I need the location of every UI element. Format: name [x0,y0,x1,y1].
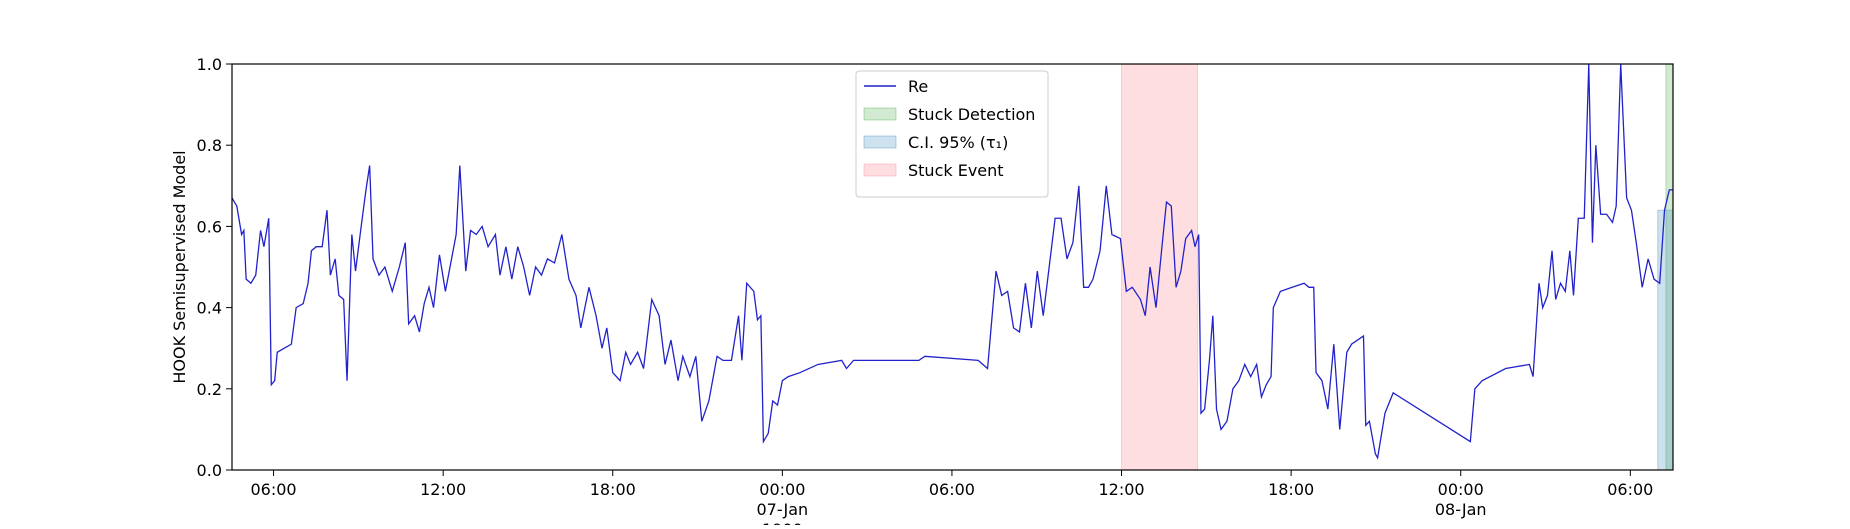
legend: Re Stuck Detection C.I. 95% (τ₁) Stuck Even… [855,70,1049,198]
x-tick-label: 06:00 [1607,480,1653,499]
y-tick-label: 0.2 [197,380,222,399]
y-tick-label: 0.6 [197,217,222,236]
x-tick-label: 12:00 [1098,480,1144,499]
legend-patch [863,163,897,177]
y-tick-label: 0.8 [197,136,222,155]
line [231,63,1673,460]
x-tick-label: 18:00 [1268,480,1314,499]
y-tick-label: 0.0 [197,461,222,480]
legend-label: C.I. 95% (τ₁) [908,133,1008,152]
x-tick-label: 18:00 [590,480,636,499]
y-tick-label: 1.0 [197,55,222,74]
y-tick-label: 0.4 [197,299,222,318]
span [1657,209,1674,471]
x-tick-label: 1900 [762,520,803,525]
legend-patch [863,135,897,149]
legend-patch [863,107,897,121]
x-tick-label: 08-Jan [1435,500,1487,519]
x-tick-label: 12:00 [420,480,466,499]
x-tick-label: 06:00 [250,480,296,499]
legend-label: Re [908,77,928,96]
legend-label: Stuck Event [908,161,1004,180]
x-tick-label: 00:00 [1438,480,1484,499]
legend-box [855,70,1049,198]
x-tick-label: 00:00 [759,480,805,499]
legend-label: Stuck Detection [908,105,1035,124]
x-tick-label: 07-Jan [756,500,808,519]
plot-frame [231,63,1674,471]
x-tick-label: 06:00 [929,480,975,499]
y-axis-label: HOOK Semisupervised Model [170,150,189,383]
